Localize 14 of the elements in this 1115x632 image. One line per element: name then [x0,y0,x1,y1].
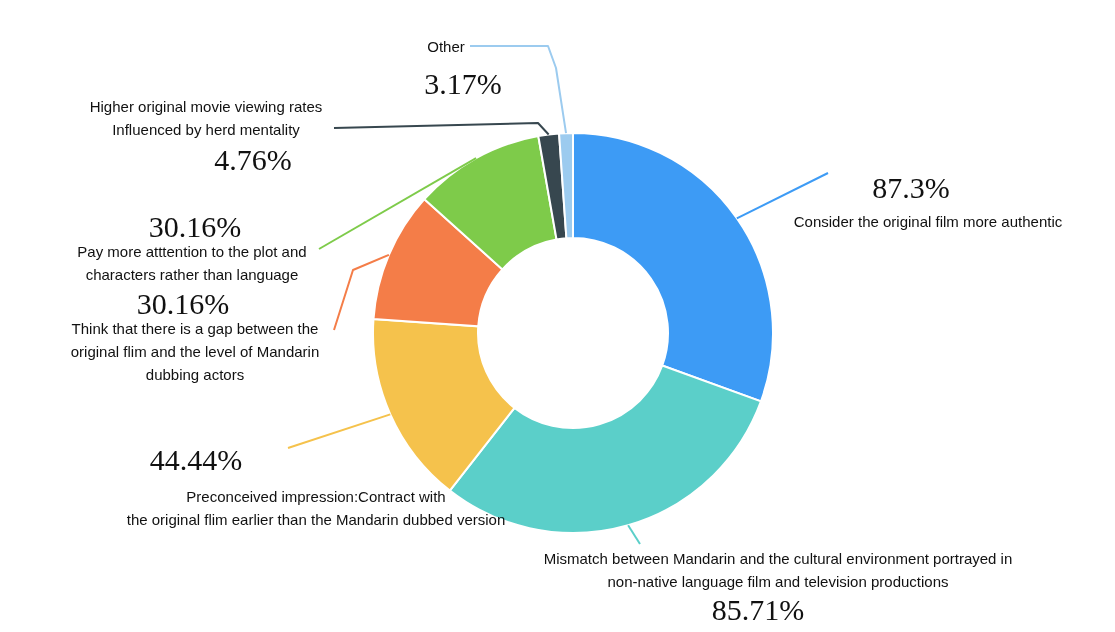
slice-label: Higher original movie viewing rates Influenced by herd mentality [89,98,323,138]
data-label: 4.76% [214,143,292,176]
slice-label: Preconceived impression:Contract with the original flim earlier than the Mandarin dubbed version [126,488,506,528]
data-label: 30.16% [136,287,230,320]
slice-label: Think that there is a gap between the original flim and the level of Mandarin dubbing actors [70,320,320,383]
slice-label: Pay more atttention to the plot and characters rather than language [77,243,307,283]
slice-label: Other [427,38,465,55]
data-label: 87.3% [872,171,950,204]
data-label: 85.71% [711,593,805,626]
data-label: 3.17% [424,67,502,100]
data-label: 44.44% [149,443,243,476]
slice-label: Mismatch between Mandarin and the cultural environment portrayed in non-native language film and television productions [543,550,1013,590]
slice-label: Consider the original film more authentic [793,213,1063,230]
data-label: 30.16% [148,210,242,243]
